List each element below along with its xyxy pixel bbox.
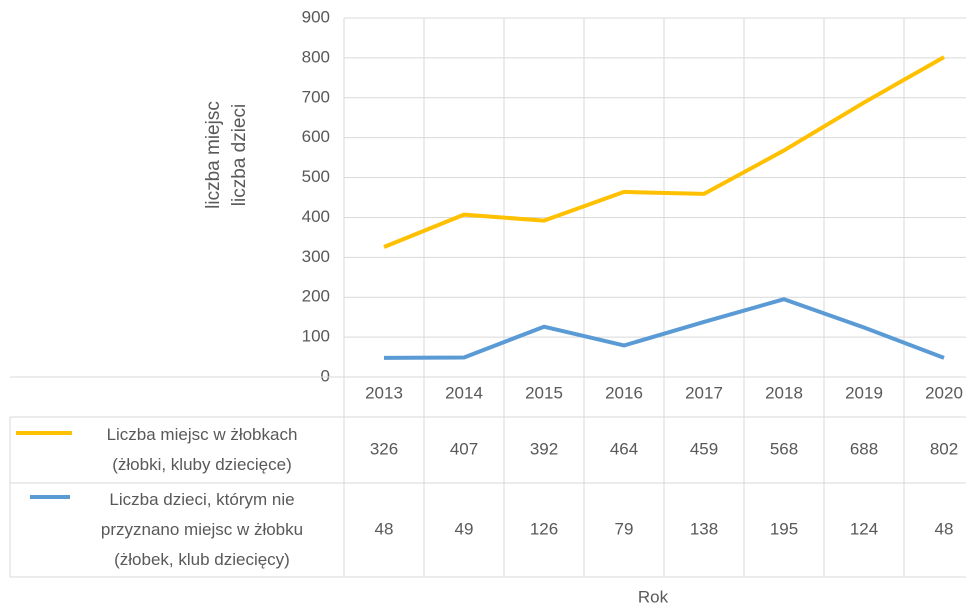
x-axis-label: Rok [638,587,669,606]
table-value: 688 [850,439,878,458]
y-tick-label: 700 [302,87,330,106]
x-tick-label: 2017 [685,383,723,402]
y-tick-label: 900 [302,7,330,26]
y-tick-label: 200 [302,287,330,306]
table-value: 407 [450,439,478,458]
y-tick-label: 800 [302,47,330,66]
y-tick-label: 600 [302,127,330,146]
table-value: 802 [930,439,958,458]
y-tick-label: 100 [302,327,330,346]
y-axis-label: liczba dzieci [229,104,250,206]
table-value: 326 [370,439,398,458]
legend-label: Liczba miejsc w żłobkach (żłobki, kluby … [106,425,298,474]
y-tick-label: 0 [321,366,330,385]
y-tick-label: 500 [302,167,330,186]
table-value: 124 [850,519,878,538]
legend-label: Liczba dzieci, którym nie przyznano miej… [100,490,304,569]
table-value: 138 [690,519,718,538]
y-tick-label: 300 [302,247,330,266]
table-value: 195 [770,519,798,538]
table-value: 49 [455,519,474,538]
table-value: 48 [935,519,954,538]
table-value: 79 [615,519,634,538]
table-value: 392 [530,439,558,458]
table-value: 48 [375,519,394,538]
line-series [383,297,945,360]
table-value: 126 [530,519,558,538]
x-tick-label: 2020 [925,383,963,402]
x-tick-label: 2019 [845,383,883,402]
line-series [383,55,945,249]
y-axis-label: liczba miejsc [203,101,224,209]
x-tick-label: 2013 [365,383,403,402]
x-tick-label: 2014 [445,383,483,402]
x-tick-label: 2018 [765,383,803,402]
table-value: 459 [690,439,718,458]
y-tick-label: 400 [302,207,330,226]
x-tick-label: 2016 [605,383,643,402]
table-value: 568 [770,439,798,458]
x-tick-label: 2015 [525,383,563,402]
table-value: 464 [610,439,638,458]
